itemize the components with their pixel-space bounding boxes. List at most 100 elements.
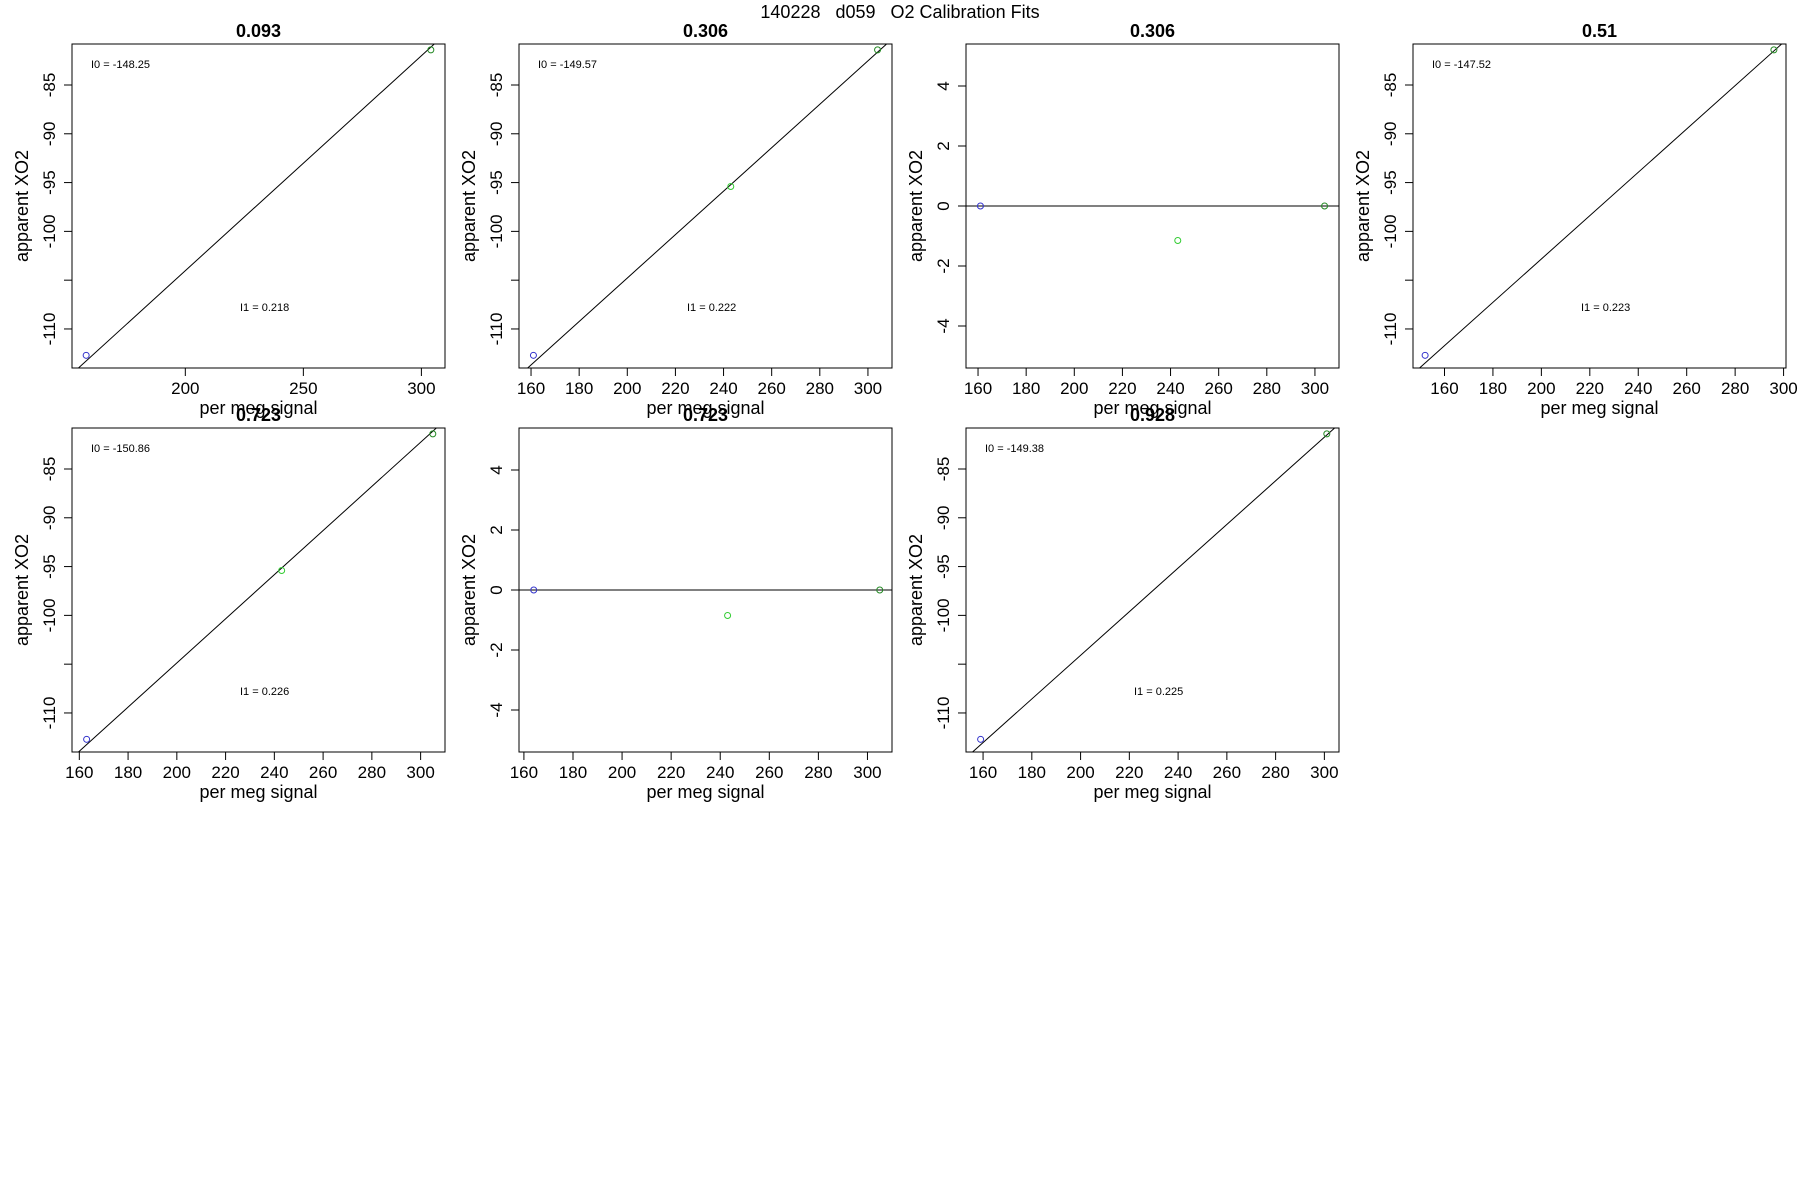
y-axis-label: apparent XO2 xyxy=(906,534,926,646)
y-tick-label: -110 xyxy=(40,697,59,730)
y-tick-label: -95 xyxy=(934,554,953,579)
data-point-mid xyxy=(278,566,286,574)
plot-frame xyxy=(71,43,446,369)
data-point-high xyxy=(1770,46,1778,54)
x-tick-label: 180 xyxy=(559,763,587,782)
y-axis-label: apparent XO2 xyxy=(906,150,926,262)
fit-line xyxy=(77,44,436,368)
x-tick-label: 300 xyxy=(1310,763,1338,782)
plot-frame xyxy=(965,427,1340,753)
x-tick-label: 160 xyxy=(65,763,93,782)
y-tick-label: -90 xyxy=(1381,121,1400,146)
y-tick-label: -95 xyxy=(40,554,59,579)
y-tick-label: -110 xyxy=(934,697,953,730)
y-tick-label: -85 xyxy=(934,457,953,482)
x-axis-label: per meg signal xyxy=(646,398,764,418)
plot-panel-7: 0.928 160 180 200 220 240 260 280 300 -110 -100 -95… xyxy=(906,405,1340,802)
y-tick-label: -110 xyxy=(40,313,59,346)
plot-panel-2: 0.306 160 180 200 220 240 260 280 300 -110 -100 -95… xyxy=(459,21,893,418)
x-tick-label: 240 xyxy=(260,763,288,782)
plot-frame xyxy=(1412,43,1787,369)
x-tick-label: 160 xyxy=(510,763,538,782)
x-tick-label: 300 xyxy=(1769,379,1797,398)
y-axis-label: apparent XO2 xyxy=(12,534,32,646)
x-tick-label: 200 xyxy=(1066,763,1094,782)
fit-annotation: I1 = 0.225 xyxy=(1134,686,1183,698)
y-tick-label: -90 xyxy=(40,121,59,146)
y-tick-label: -95 xyxy=(487,170,506,195)
fit-line xyxy=(1418,44,1783,368)
x-tick-label: 200 xyxy=(608,763,636,782)
y-tick-label: -2 xyxy=(487,642,506,657)
x-tick-label: 180 xyxy=(1479,379,1507,398)
x-tick-label: 220 xyxy=(211,763,239,782)
x-tick-label: 260 xyxy=(755,763,783,782)
x-axis-label: per meg signal xyxy=(1093,782,1211,802)
plot-frame xyxy=(71,427,446,753)
y-tick-label: -100 xyxy=(40,598,59,632)
y-tick-label: -90 xyxy=(40,505,59,530)
x-tick-label: 200 xyxy=(1527,379,1555,398)
y-tick-label: -90 xyxy=(487,121,506,146)
plot-panel-1: 0.093 200 250 300 -110 -100 -95 -90 -85 per meg s… xyxy=(12,21,446,418)
x-tick-label: 300 xyxy=(853,763,881,782)
x-tick-label: 280 xyxy=(1261,763,1289,782)
x-tick-label: 180 xyxy=(565,379,593,398)
x-tick-label: 200 xyxy=(613,379,641,398)
x-tick-label: 200 xyxy=(163,763,191,782)
x-tick-label: 240 xyxy=(709,379,737,398)
x-axis-label: per meg signal xyxy=(1540,398,1658,418)
y-tick-label: -95 xyxy=(40,170,59,195)
x-tick-label: 220 xyxy=(661,379,689,398)
x-tick-label: 260 xyxy=(1213,763,1241,782)
x-tick-label: 200 xyxy=(171,379,199,398)
fit-annotation: I0 = -150.86 xyxy=(91,443,150,455)
data-point-high xyxy=(874,46,882,54)
x-tick-label: 280 xyxy=(804,763,832,782)
plot-title: 0.51 xyxy=(1582,21,1617,41)
y-axis-label: apparent XO2 xyxy=(459,534,479,646)
y-tick-label: -100 xyxy=(934,598,953,632)
y-tick-label: -100 xyxy=(40,214,59,248)
plot-title: 0.306 xyxy=(683,21,728,41)
x-tick-label: 240 xyxy=(1156,379,1184,398)
plot-panel-5: 0.723 160 180 200 220 240 260 280 300 -110 -100 -95… xyxy=(12,405,446,802)
x-tick-label: 300 xyxy=(406,763,434,782)
plot-panel-4: 0.51 160 180 200 220 240 260 280 300 -110 -100 -95 -… xyxy=(1353,21,1798,418)
x-tick-label: 160 xyxy=(964,379,992,398)
y-tick-label: -100 xyxy=(487,214,506,248)
plot-title: 0.306 xyxy=(1130,21,1175,41)
x-tick-label: 180 xyxy=(1018,763,1046,782)
plot-title: 0.723 xyxy=(236,405,281,425)
page-title: 140228 d059 O2 Calibration Fits xyxy=(760,2,1040,22)
data-point-mid xyxy=(1174,237,1182,244)
x-tick-label: 240 xyxy=(1164,763,1192,782)
x-tick-label: 300 xyxy=(1301,379,1329,398)
x-axis-label: per meg signal xyxy=(199,398,317,418)
y-tick-label: -100 xyxy=(1381,214,1400,248)
x-tick-label: 240 xyxy=(706,763,734,782)
data-point-low xyxy=(976,202,984,210)
y-axis-label: apparent XO2 xyxy=(459,150,479,262)
x-tick-label: 180 xyxy=(114,763,142,782)
x-tick-label: 260 xyxy=(1204,379,1232,398)
x-tick-label: 280 xyxy=(806,379,834,398)
fit-annotation: I1 = 0.226 xyxy=(240,686,289,698)
x-tick-label: 160 xyxy=(517,379,545,398)
x-tick-label: 220 xyxy=(657,763,685,782)
x-tick-label: 160 xyxy=(969,763,997,782)
x-tick-label: 250 xyxy=(289,379,317,398)
fit-line xyxy=(526,44,888,368)
y-tick-label: -2 xyxy=(934,258,953,273)
x-tick-label: 240 xyxy=(1624,379,1652,398)
x-tick-label: 220 xyxy=(1576,379,1604,398)
y-tick-label: -85 xyxy=(487,73,506,98)
y-tick-label: -110 xyxy=(1381,313,1400,346)
y-tick-label: 4 xyxy=(487,465,506,474)
x-tick-label: 180 xyxy=(1012,379,1040,398)
y-tick-label: -4 xyxy=(487,702,506,717)
x-tick-label: 260 xyxy=(309,763,337,782)
data-point-high xyxy=(429,430,437,438)
y-tick-label: -90 xyxy=(934,505,953,530)
